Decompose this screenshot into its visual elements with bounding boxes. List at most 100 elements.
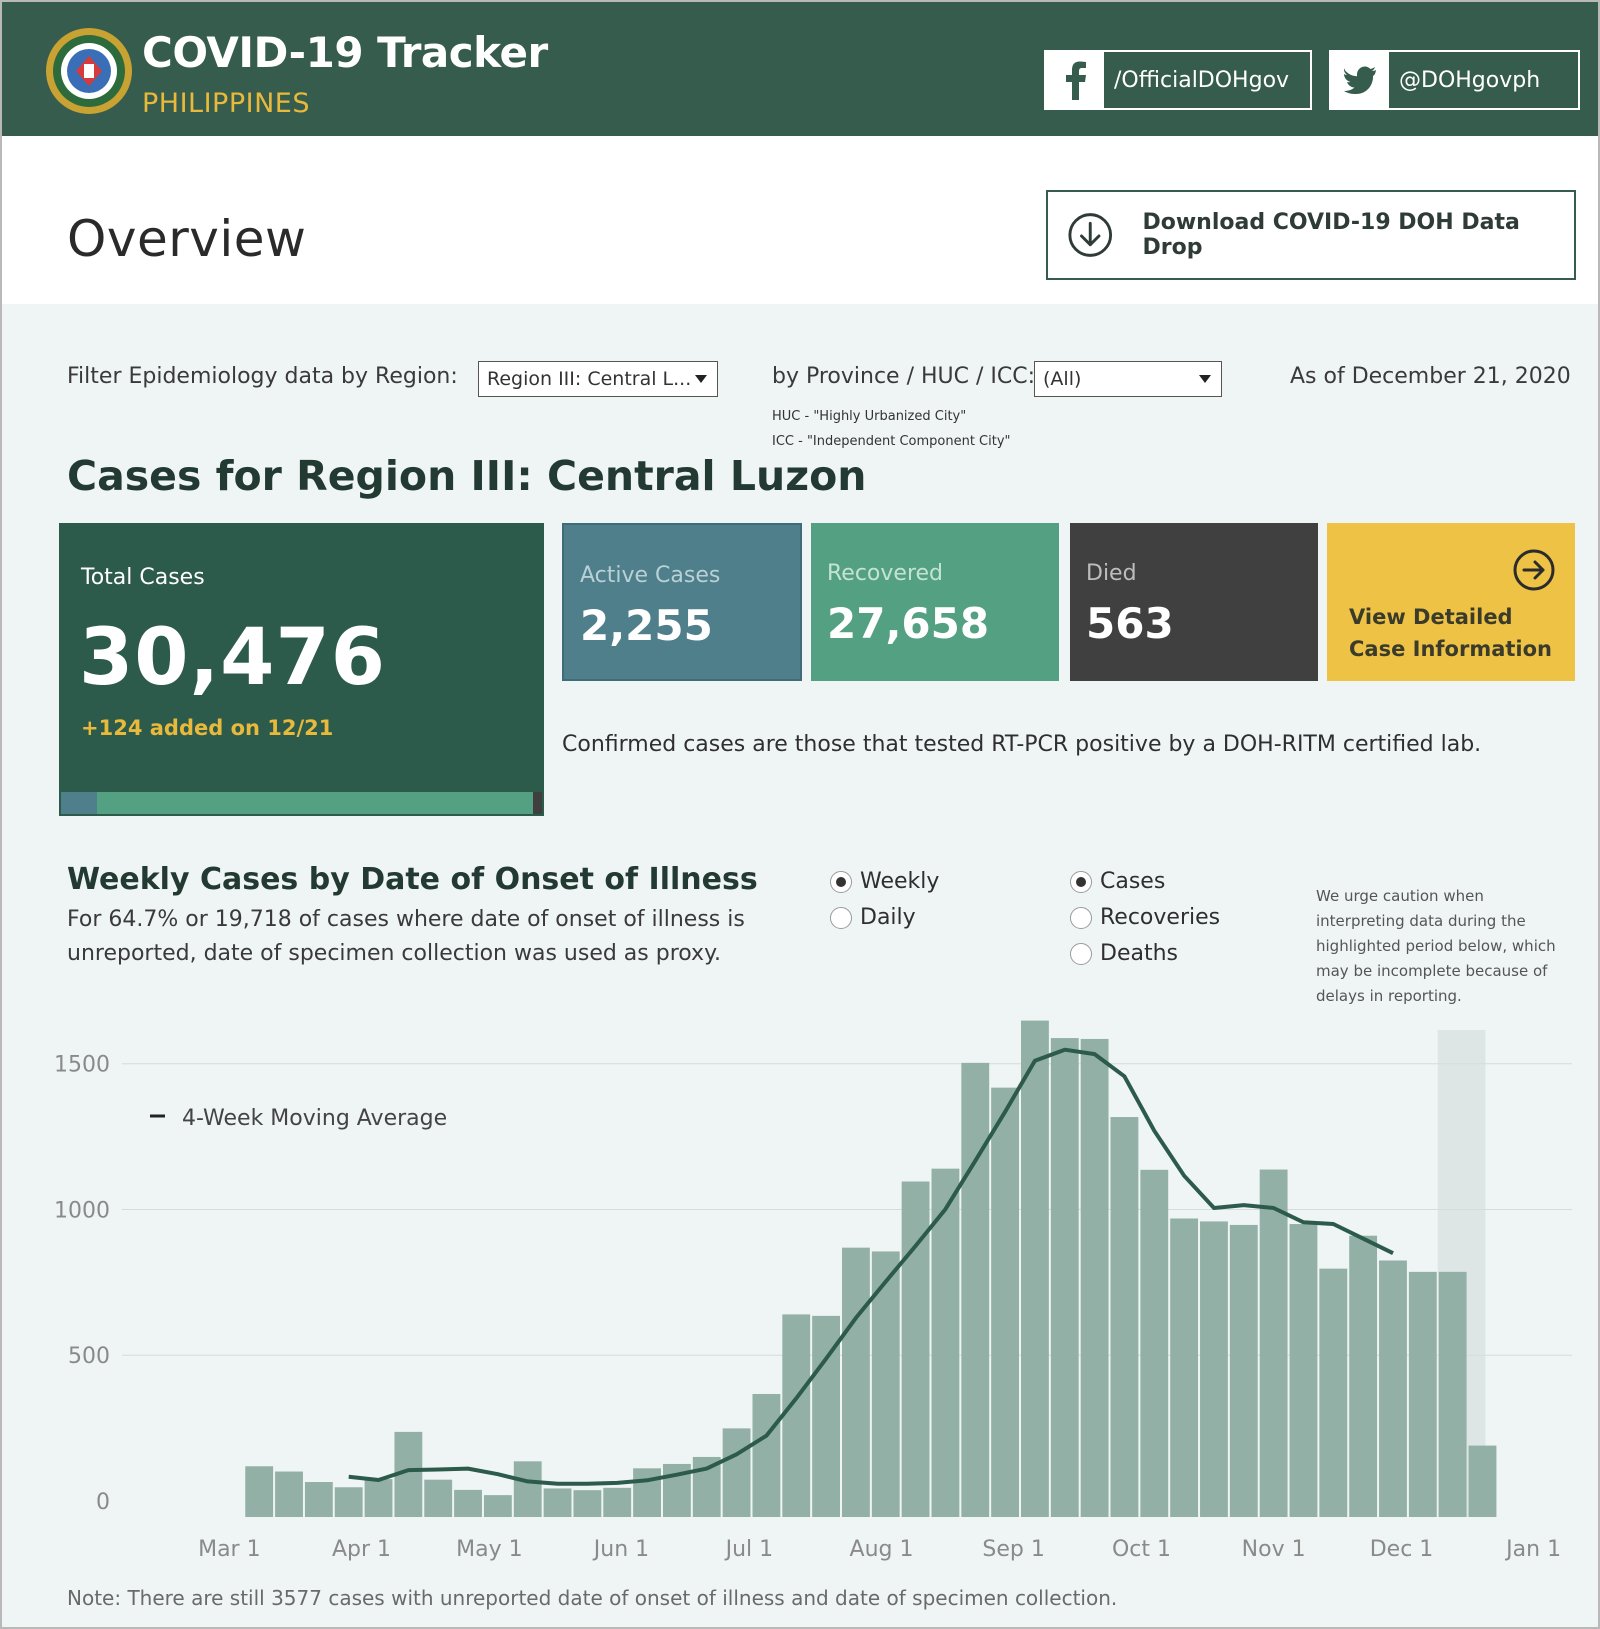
bar — [543, 1488, 572, 1517]
bar — [1259, 1169, 1288, 1517]
bar — [1319, 1268, 1348, 1517]
radio-cases-label: Cases — [1100, 869, 1166, 894]
bar — [454, 1489, 482, 1517]
region-select-value: Region III: Central L... — [487, 368, 692, 390]
bar — [1438, 1271, 1467, 1517]
x-tick-label: May 1 — [456, 1537, 522, 1562]
recovered-value: 27,658 — [827, 599, 990, 648]
twitter-link[interactable]: @DOHgovph — [1329, 50, 1580, 110]
bar — [842, 1247, 870, 1517]
bar — [931, 1168, 960, 1517]
download-data-button[interactable]: Download COVID-19 DOH Data Drop — [1046, 190, 1576, 280]
huc-note: HUC - "Highly Urbanized City" — [772, 409, 967, 424]
bar — [304, 1482, 333, 1517]
x-tick-label: Oct 1 — [1112, 1537, 1171, 1562]
facebook-icon — [1046, 52, 1104, 108]
bar — [1408, 1271, 1437, 1517]
died-segment — [533, 792, 542, 814]
as-of-date: As of December 21, 2020 — [1290, 364, 1571, 389]
died-value: 563 — [1086, 599, 1174, 648]
bar — [1200, 1221, 1228, 1517]
x-tick-label: Jun 1 — [592, 1537, 649, 1562]
x-tick-label: Mar 1 — [198, 1537, 261, 1562]
facebook-link[interactable]: /OfficialDOHgov — [1044, 50, 1312, 110]
y-tick-label: 500 — [68, 1344, 110, 1369]
icc-note: ICC - "Independent Component City" — [772, 434, 1011, 449]
radio-cases-dot — [1070, 870, 1092, 893]
top-bar: COVID-19 Tracker PHILIPPINES /OfficialDO… — [2, 2, 1598, 136]
radio-deaths-label: Deaths — [1100, 941, 1178, 966]
bar — [1379, 1260, 1407, 1517]
bar — [245, 1466, 274, 1517]
radio-weekly[interactable]: Weekly — [830, 869, 939, 894]
radio-deaths[interactable]: Deaths — [1070, 941, 1178, 966]
bar — [573, 1490, 602, 1517]
radio-cases[interactable]: Cases — [1070, 869, 1165, 894]
caution-note: We urge caution when interpreting data d… — [1316, 887, 1556, 1005]
province-select[interactable]: (All) — [1034, 361, 1222, 397]
recovered-card: Recovered 27,658 — [811, 523, 1059, 681]
y-tick-label: 1500 — [54, 1053, 110, 1078]
bar — [722, 1428, 751, 1517]
bar — [752, 1393, 781, 1517]
total-cases-value: 30,476 — [79, 613, 386, 703]
bar — [364, 1479, 393, 1517]
cases-breakdown-bar — [61, 792, 542, 814]
province-filter-label: by Province / HUC / ICC: — [772, 364, 1036, 389]
x-tick-label: Nov 1 — [1242, 1537, 1306, 1562]
x-tick-label: Jan 1 — [1504, 1537, 1561, 1562]
radio-recoveries[interactable]: Recoveries — [1070, 905, 1220, 930]
twitter-icon — [1331, 52, 1389, 108]
radio-weekly-dot — [830, 870, 852, 893]
legend-label: 4-Week Moving Average — [182, 1106, 447, 1131]
province-select-value: (All) — [1043, 368, 1082, 390]
bar — [1468, 1445, 1497, 1517]
radio-daily[interactable]: Daily — [830, 905, 916, 930]
died-card: Died 563 — [1070, 523, 1318, 681]
radio-daily-dot — [830, 906, 852, 929]
facebook-handle: /OfficialDOHgov — [1114, 67, 1290, 93]
bar — [275, 1471, 303, 1517]
view-detailed-case-button[interactable]: View Detailed Case Information — [1327, 523, 1575, 681]
bar — [1170, 1218, 1199, 1517]
bar — [1080, 1038, 1109, 1517]
radio-daily-label: Daily — [860, 905, 916, 930]
total-cases-card: Total Cases 30,476 +124 added on 12/21 — [59, 523, 544, 816]
download-label: Download COVID-19 DOH Data Drop — [1142, 210, 1520, 260]
doh-seal-logo — [46, 28, 132, 114]
recovered-segment — [96, 792, 534, 814]
bar — [961, 1062, 990, 1517]
x-tick-label: Aug 1 — [850, 1537, 914, 1562]
active-cases-value: 2,255 — [580, 601, 713, 650]
y-tick-label: 0 — [96, 1490, 110, 1515]
bar — [424, 1479, 453, 1517]
x-tick-label: Apr 1 — [332, 1537, 391, 1562]
dropdown-caret-icon — [695, 375, 707, 383]
region-filter-label: Filter Epidemiology data by Region: — [67, 364, 458, 389]
region-title: Cases for Region III: Central Luzon — [67, 452, 867, 500]
app-subtitle: PHILIPPINES — [142, 88, 310, 119]
bar — [483, 1495, 512, 1517]
x-tick-label: Sep 1 — [982, 1537, 1044, 1562]
active-cases-label: Active Cases — [580, 563, 721, 588]
died-label: Died — [1086, 561, 1137, 586]
bar — [1050, 1038, 1079, 1517]
download-icon — [1068, 213, 1113, 257]
twitter-handle: @DOHgovph — [1399, 67, 1541, 93]
active-segment — [61, 792, 97, 814]
bar — [782, 1314, 811, 1517]
active-cases-card: Active Cases 2,255 — [562, 523, 802, 681]
bar — [1229, 1224, 1258, 1517]
app-title: COVID-19 Tracker — [142, 28, 548, 77]
bar — [1110, 1117, 1139, 1517]
radio-recoveries-label: Recoveries — [1100, 905, 1221, 930]
page-title: Overview — [67, 210, 307, 268]
radio-recoveries-dot — [1070, 906, 1092, 929]
y-tick-label: 1000 — [54, 1198, 110, 1223]
bar — [603, 1487, 632, 1517]
region-select[interactable]: Region III: Central L... — [478, 361, 718, 397]
x-tick-label: Jul 1 — [724, 1537, 774, 1562]
bar — [991, 1087, 1020, 1517]
